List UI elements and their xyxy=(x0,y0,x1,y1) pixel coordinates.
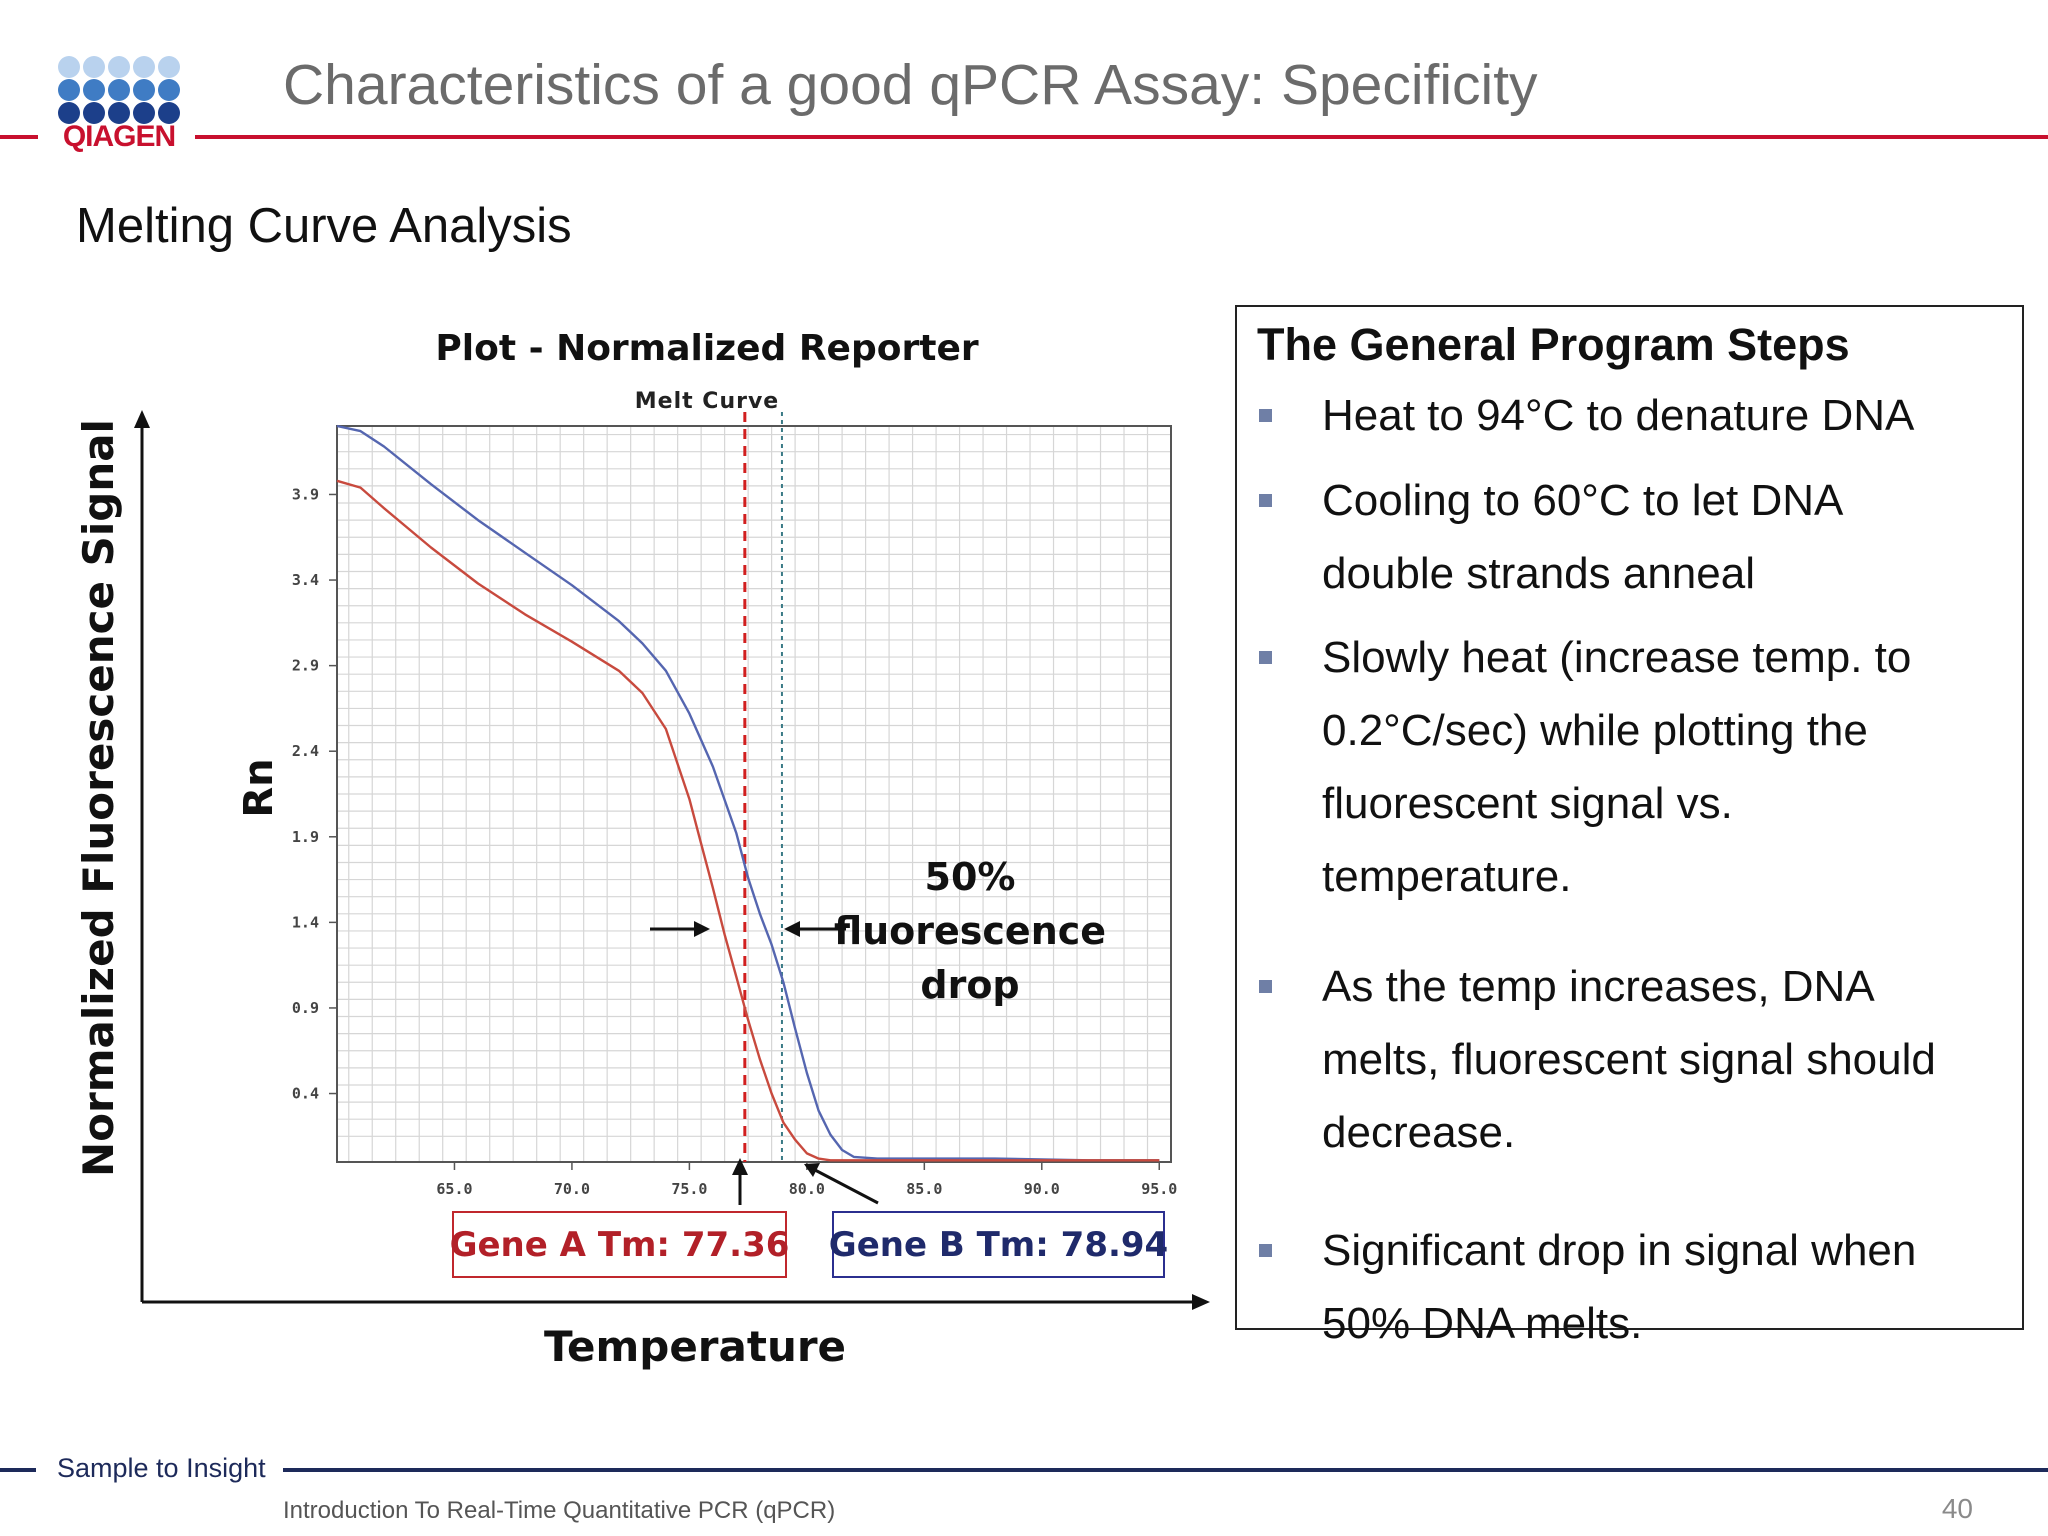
step-line: As the temp increases, DNA xyxy=(1322,962,1875,1011)
x-tick-label: 85.0 xyxy=(906,1180,942,1198)
x-tick-label: 75.0 xyxy=(671,1180,707,1198)
slide-title: Characteristics of a good qPCR Assay: Sp… xyxy=(283,53,1538,117)
step-bullet xyxy=(1259,494,1272,507)
gene-a-tm-box: Gene A Tm: 77.36 xyxy=(450,1211,789,1278)
logo-dot xyxy=(58,79,80,101)
x-tick-label: 95.0 xyxy=(1141,1180,1177,1198)
step-line: Heat to 94°C to denature DNA xyxy=(1322,391,1915,440)
step-line: double strands anneal xyxy=(1322,549,1755,598)
logo-dot xyxy=(108,56,130,78)
y-axis-label: Rn xyxy=(236,758,282,817)
fifty-percent-drop-label: 50% fluorescence drop xyxy=(800,850,1140,1012)
gene-a-curve xyxy=(336,479,1160,1162)
outer-y-arrowhead xyxy=(134,410,150,428)
step-item: Heat to 94°C to denature DNA xyxy=(1322,379,2012,452)
logo-dot xyxy=(133,56,155,78)
step-bullet xyxy=(1259,980,1272,993)
logo-dot xyxy=(83,56,105,78)
step-line: Cooling to 60°C to let DNA xyxy=(1322,476,1844,525)
x-tick-label: 70.0 xyxy=(554,1180,590,1198)
outer-x-arrowhead xyxy=(1192,1294,1210,1310)
tagline: Sample to Insight xyxy=(57,1453,266,1483)
step-line: Significant drop in signal when xyxy=(1322,1226,1917,1275)
footer-rule-right xyxy=(283,1468,2048,1472)
y-tick-label: 1.4 xyxy=(292,913,319,931)
step-line: decrease. xyxy=(1322,1108,1516,1157)
qiagen-logo: QIAGEN xyxy=(54,52,184,156)
fifty-percent-arrow-left xyxy=(650,921,710,937)
logo-dot xyxy=(158,56,180,78)
slide-subtitle: Melting Curve Analysis xyxy=(76,199,572,253)
y-tick-label: 0.4 xyxy=(292,1085,319,1103)
logo-wordmark: QIAGEN xyxy=(62,120,176,153)
grid xyxy=(337,426,1171,1162)
axis-ticks: 65.0 70.0 75.0 80.0 85.0 90.0 95.0 0.4 0.9 1.4 1.9… xyxy=(292,485,1177,1198)
y-tick-label: 3.4 xyxy=(292,571,319,589)
y-tick-label: 2.9 xyxy=(292,657,319,675)
logo-dot xyxy=(158,79,180,101)
course-title: Introduction To Real-Time Quantitative P… xyxy=(283,1497,836,1524)
step-line: temperature. xyxy=(1322,852,1572,901)
step-line: fluorescent signal vs. xyxy=(1322,779,1733,828)
logo-dot xyxy=(83,79,105,101)
logo-dot xyxy=(58,56,80,78)
header-rule-left xyxy=(0,135,38,139)
outer-x-label: Temperature xyxy=(544,1322,846,1371)
panel-title: The General Program Steps xyxy=(1257,319,1850,370)
logo-dot xyxy=(83,102,105,124)
logo-dot xyxy=(133,102,155,124)
series-group xyxy=(336,424,1160,1162)
header-rule-right xyxy=(195,135,2048,139)
plot-frame xyxy=(336,425,1172,1163)
step-item: Significant drop in signal when 50% DNA m… xyxy=(1322,1214,2012,1360)
gene-b-pointer xyxy=(804,1163,879,1205)
page-number: 40 xyxy=(1941,1493,1973,1524)
x-tick-label: 65.0 xyxy=(436,1180,472,1198)
step-bullet xyxy=(1259,1244,1272,1257)
step-item: Slowly heat (increase temp. to 0.2°C/sec)… xyxy=(1322,621,2012,913)
logo-dot xyxy=(58,102,80,124)
step-line: 0.2°C/sec) while plotting the xyxy=(1322,706,1868,755)
y-tick-label: 3.9 xyxy=(292,485,319,503)
gene-b-tm-box: Gene B Tm: 78.94 xyxy=(829,1211,1168,1278)
step-line: 50% DNA melts. xyxy=(1322,1299,1643,1348)
plot-heading: Plot - Normalized Reporter xyxy=(435,328,978,369)
y-tick-label: 1.9 xyxy=(292,828,319,846)
y-tick-label: 2.4 xyxy=(292,742,319,760)
step-bullet xyxy=(1259,651,1272,664)
fifty-percent-arrow-right xyxy=(784,921,846,937)
logo-dot xyxy=(108,79,130,101)
logo-dot xyxy=(133,79,155,101)
fifty-percent-label-line2: drop xyxy=(920,963,1020,1007)
logo-dot xyxy=(108,102,130,124)
chart-title: Melt Curve xyxy=(635,389,779,414)
fifty-percent-label-line1: 50% fluorescence xyxy=(833,855,1107,953)
x-tick-label: 80.0 xyxy=(789,1180,825,1198)
tm-markers xyxy=(743,412,783,1162)
footer-rule-left xyxy=(0,1468,36,1472)
y-tick-label: 0.9 xyxy=(292,999,319,1017)
step-item: Cooling to 60°C to let DNA double strands… xyxy=(1322,464,2012,610)
step-item: As the temp increases, DNA melts, fluores… xyxy=(1322,950,2012,1169)
gene-b-curve xyxy=(336,424,1160,1162)
logo-dot xyxy=(158,102,180,124)
program-steps-panel: The General Program Steps Heat to 94°C t… xyxy=(1235,305,2024,1348)
melt-curve-figure: 65.0 70.0 75.0 80.0 85.0 90.0 95.0 0.4 0.9 1.4 1.9… xyxy=(74,328,1210,1371)
step-bullet xyxy=(1259,409,1272,422)
outer-y-label: Normalized Fluorescence Signal xyxy=(74,419,123,1177)
step-line: Slowly heat (increase temp. to xyxy=(1322,633,1912,682)
gene-a-pointer xyxy=(732,1158,748,1205)
step-line: melts, fluorescent signal should xyxy=(1322,1035,1936,1084)
x-tick-label: 90.0 xyxy=(1024,1180,1060,1198)
